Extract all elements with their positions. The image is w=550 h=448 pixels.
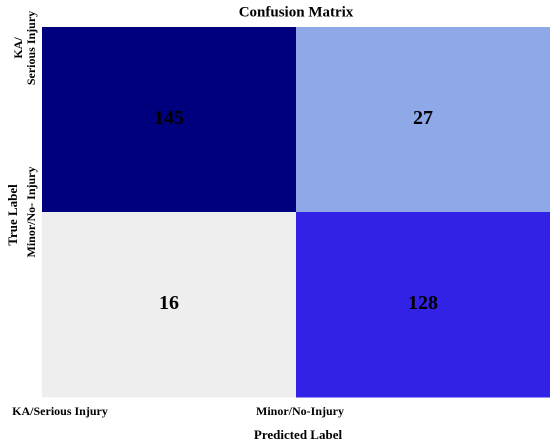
cell	[42, 27, 297, 213]
x-axis-label: Predicted Label	[254, 427, 343, 442]
cell	[296, 27, 550, 213]
x-tick-label: KA/Serious Injury	[12, 404, 108, 418]
chart-title: Confusion Matrix	[239, 4, 354, 20]
matrix: 145 27 16 128	[42, 27, 550, 398]
cell-value: 145	[154, 107, 184, 129]
cell-value: 128	[408, 292, 438, 314]
y-tick-label: Serious Injury	[24, 11, 38, 85]
y-tick-label: KA/	[11, 37, 25, 59]
cell-value: 16	[159, 292, 179, 314]
x-tick-label: Minor/No-Injury	[256, 404, 344, 418]
cell-value: 27	[413, 107, 433, 129]
y-tick-label: Minor/No- Injury	[24, 167, 38, 258]
cell	[296, 212, 550, 398]
cell	[42, 212, 297, 398]
y-axis-label: True Label	[5, 184, 20, 246]
